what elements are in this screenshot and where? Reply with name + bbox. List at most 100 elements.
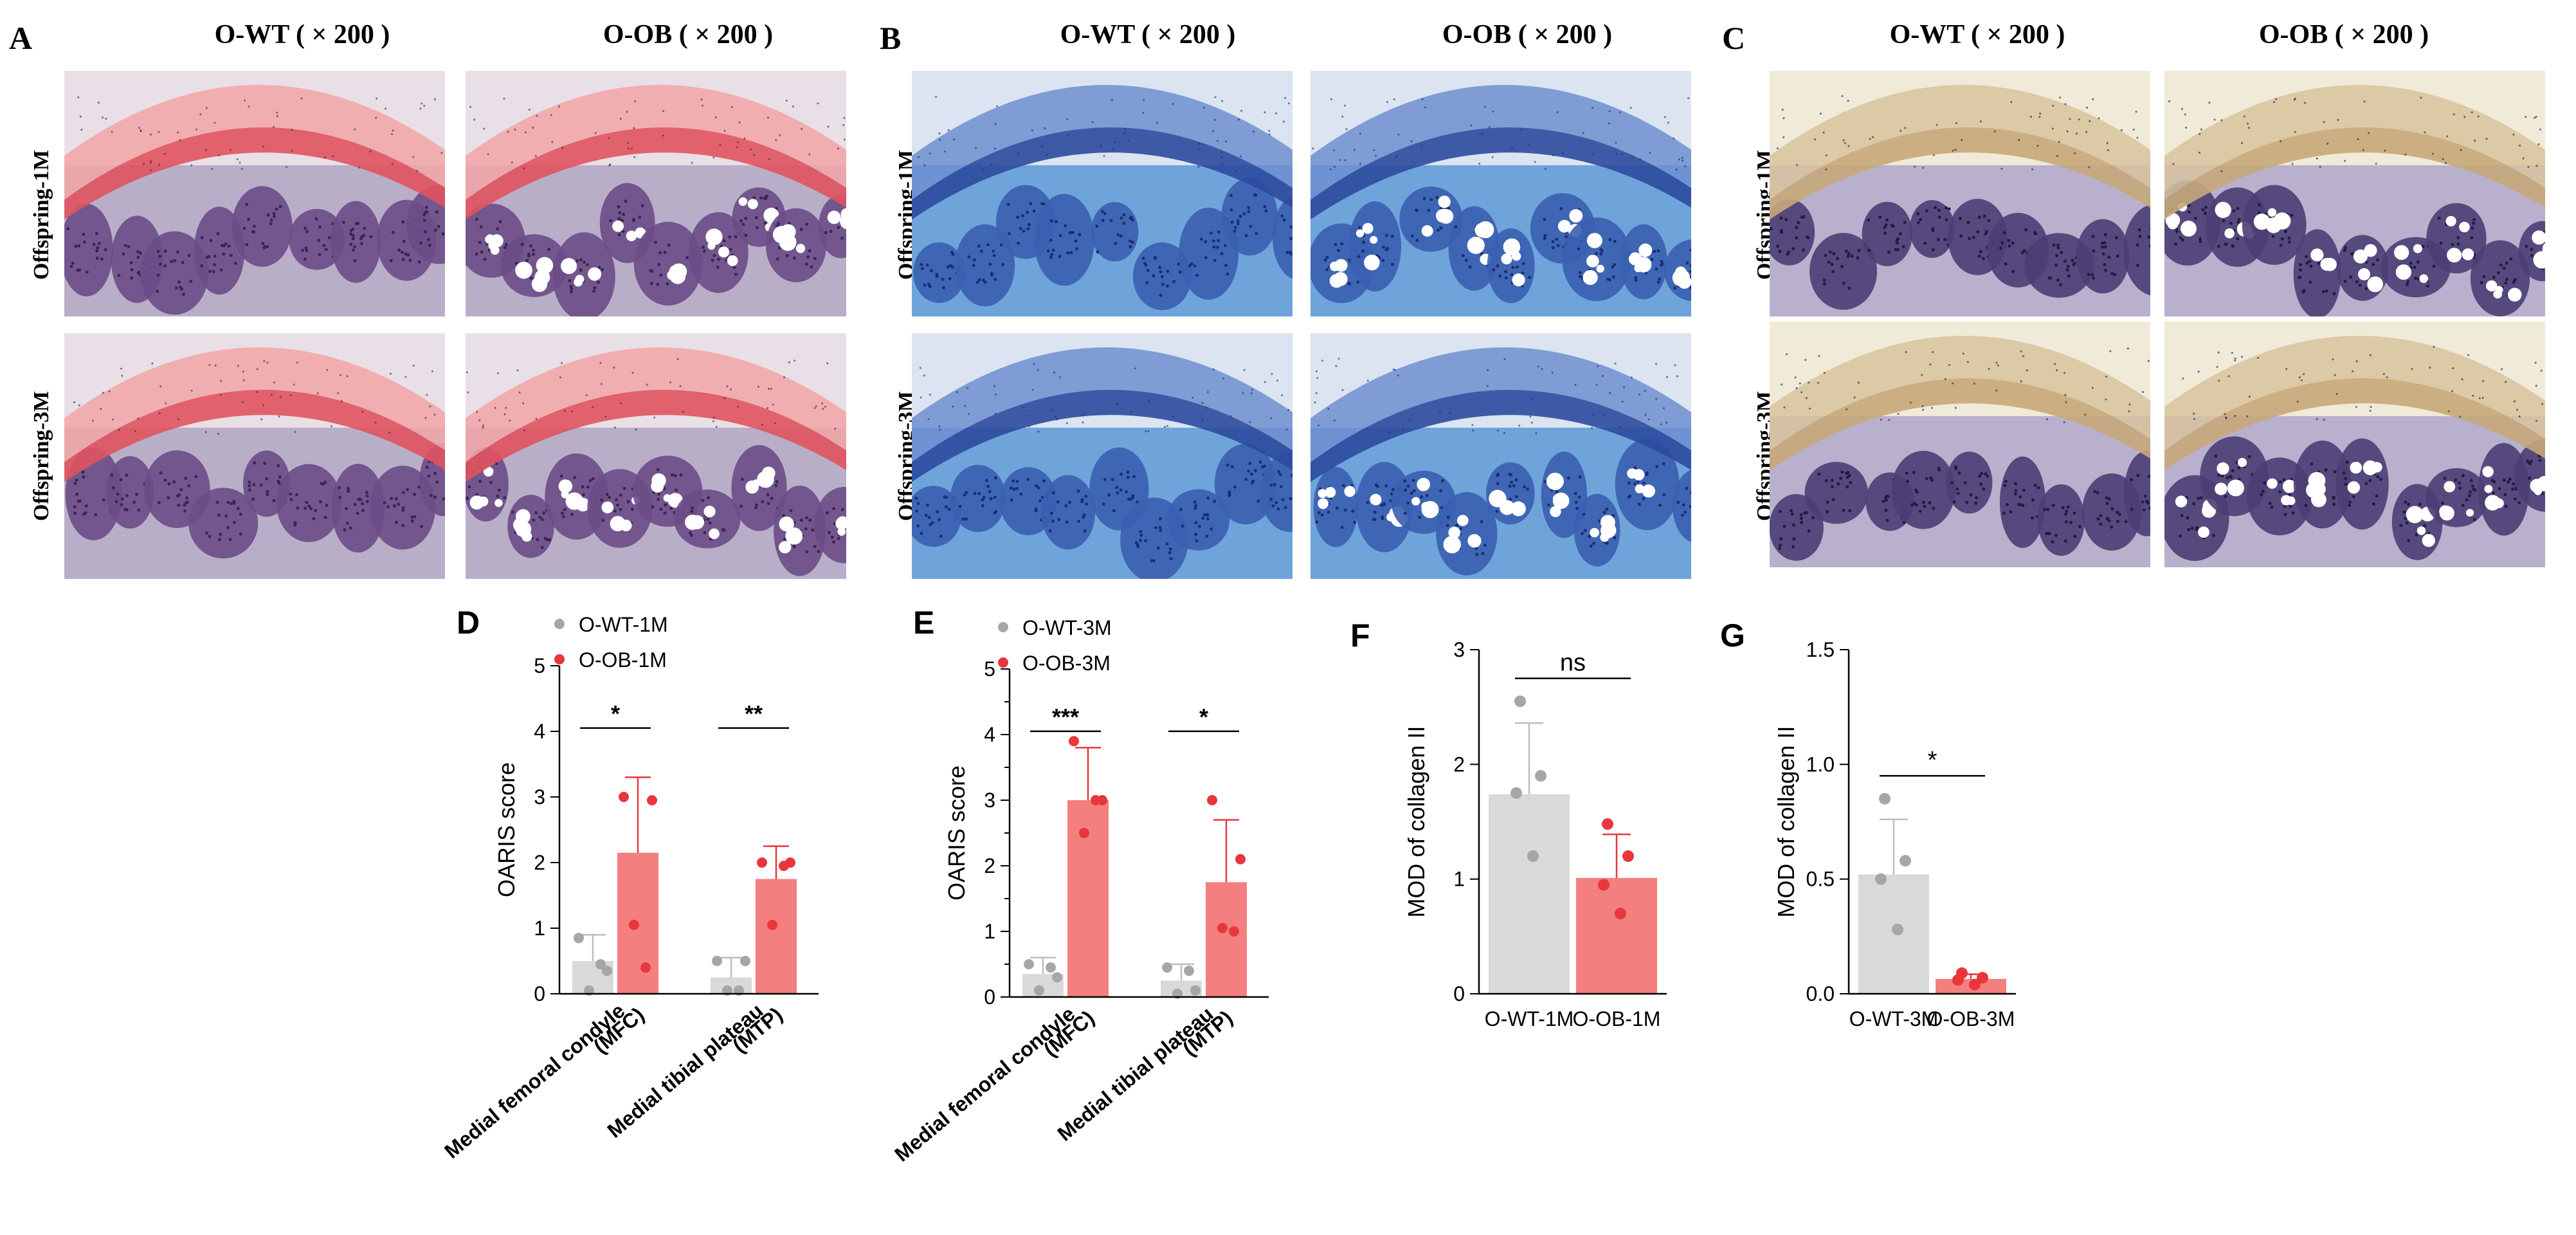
y-tick-label: 0 — [534, 982, 545, 1005]
y-tick-label: 1 — [984, 920, 995, 943]
y-tick-label: 0 — [984, 985, 995, 1009]
data-point — [757, 857, 767, 868]
x-tick-label: Medial femoral condyle — [440, 999, 629, 1163]
micrograph-b-ob-3m — [1311, 333, 1691, 579]
data-point — [602, 965, 612, 976]
data-point — [1069, 736, 1079, 747]
panel-letter-b: B — [880, 20, 902, 56]
legend-label: O-WT-3M — [1022, 616, 1112, 639]
y-tick-label: 5 — [534, 654, 545, 677]
chart-letter: G — [1720, 618, 1745, 654]
legend-label: O-OB-1M — [579, 648, 667, 672]
data-point — [712, 956, 722, 966]
y-tick-label: 2 — [534, 851, 545, 874]
legend-marker — [554, 654, 565, 664]
y-tick-label: 1 — [1453, 868, 1465, 891]
col-title-a-ob: O-OB ( × 200 ) — [603, 20, 774, 50]
row-label-a-3m: Offspring-3M — [30, 390, 53, 522]
micrograph-c-ob-1m — [2164, 71, 2545, 316]
y-tick-label: 0 — [1453, 982, 1465, 1005]
y-tick-label: 2 — [1453, 753, 1465, 776]
data-point — [1879, 792, 1891, 805]
y-tick-label: 4 — [534, 720, 545, 743]
data-point — [595, 959, 606, 970]
micrograph-c-ob-3m — [2164, 322, 2545, 567]
data-point — [640, 962, 651, 973]
significance-label: * — [1199, 704, 1208, 730]
x-tick-label: O-OB-1M — [1573, 1007, 1661, 1030]
chart-letter: F — [1350, 618, 1370, 654]
chart-letter: D — [457, 605, 480, 641]
legend-marker — [998, 657, 1008, 668]
y-tick-label: 5 — [984, 657, 995, 681]
micrograph-a-wt-1m — [64, 71, 445, 316]
significance-label: *** — [1052, 704, 1079, 730]
legend-marker — [998, 622, 1008, 632]
data-point — [1046, 962, 1056, 973]
chart-g: G 0.0 0.5 1.0 1.5 MOD of collagen II O-WT-3MO-… — [1720, 618, 2016, 1030]
data-point — [647, 795, 657, 806]
y-tick-label: 0.0 — [1806, 982, 1835, 1005]
col-title-c-ob: O-OB ( × 200 ) — [2258, 20, 2429, 50]
panel-letter-c: C — [1722, 20, 1746, 56]
y-tick-label: 4 — [984, 723, 995, 746]
legend-label: O-WT-1M — [579, 613, 668, 636]
x-tick-label: O-WT-1M — [1485, 1007, 1574, 1030]
y-tick-label: 1 — [534, 917, 545, 940]
data-point — [1510, 787, 1522, 799]
data-point — [1024, 959, 1034, 969]
data-point — [1235, 854, 1246, 864]
chart-f: F 0 1 2 3 MOD of collagen II O-WT-1MO-OB-1M ns — [1350, 618, 1667, 1030]
data-point — [1602, 818, 1613, 830]
col-title-b-ob: O-OB ( × 200 ) — [1442, 20, 1613, 50]
y-axis-label: MOD of collagen II — [1403, 726, 1429, 917]
bar — [1489, 794, 1570, 994]
micrograph-c-wt-3m — [1770, 322, 2150, 567]
data-point — [1190, 985, 1201, 996]
x-tick-label: O-WT-3M — [1849, 1007, 1939, 1030]
micrograph-b-wt-3m — [912, 333, 1293, 579]
significance-label: ns — [1560, 650, 1586, 677]
data-point — [767, 919, 777, 930]
data-point — [1079, 828, 1089, 838]
bar — [1206, 882, 1247, 997]
data-point — [1598, 879, 1610, 891]
data-point — [1229, 926, 1239, 937]
data-point — [779, 861, 789, 872]
legend-marker — [554, 619, 565, 629]
col-title-b-wt: O-WT ( × 200 ) — [1060, 20, 1236, 50]
panel-letter-a: A — [9, 20, 33, 56]
y-tick-label: 2 — [984, 854, 995, 877]
chart-letter: E — [913, 605, 934, 641]
y-axis-label: OARIS score — [493, 762, 520, 897]
micrograph-a-wt-3m — [64, 333, 445, 579]
data-point — [1892, 924, 1903, 936]
x-tick-label: O-OB-3M — [1927, 1007, 2015, 1030]
significance-label: * — [1928, 747, 1937, 774]
col-title-a-wt: O-WT ( × 200 ) — [214, 20, 390, 50]
data-point — [1052, 972, 1062, 983]
bar — [756, 879, 797, 994]
data-point — [740, 956, 750, 966]
x-tick-label: Medial femoral condyle — [890, 1002, 1079, 1166]
y-axis-label: OARIS score — [943, 765, 970, 901]
data-point — [1514, 695, 1526, 708]
data-point — [1969, 978, 1981, 991]
bar — [1576, 877, 1657, 994]
micrograph-b-ob-1m — [1311, 71, 1691, 316]
data-point — [1622, 850, 1634, 862]
data-point — [1952, 974, 1964, 986]
data-point — [619, 792, 629, 802]
data-point — [1207, 795, 1217, 805]
y-tick-label: 3 — [534, 785, 545, 809]
data-point — [629, 919, 639, 930]
data-point — [1162, 962, 1172, 973]
data-point — [1900, 855, 1911, 867]
data-point — [1034, 985, 1044, 996]
micrograph-a-ob-1m — [466, 71, 846, 316]
y-axis-label: MOD of collagen II — [1773, 726, 1799, 917]
data-point — [574, 933, 584, 944]
y-tick-label: 0.5 — [1806, 868, 1835, 891]
